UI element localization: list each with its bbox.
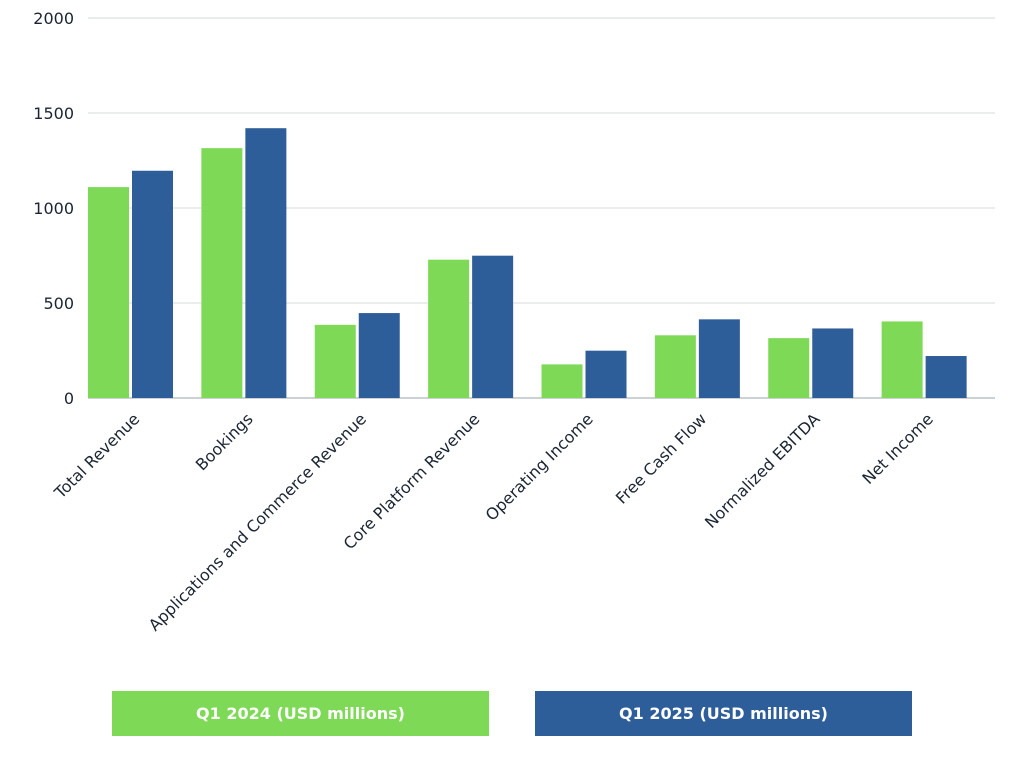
bar-q1-2024 xyxy=(428,259,470,398)
legend-label-q1-2024: Q1 2024 (USD millions) xyxy=(196,704,405,723)
bar-q1-2025 xyxy=(812,328,854,398)
bar-q1-2025 xyxy=(585,350,627,398)
x-category-label: Bookings xyxy=(192,409,257,474)
bar-q1-2025 xyxy=(358,313,400,398)
bar-chart: 0 500 1000 1500 2000 Total Revenue BookingsAp… xyxy=(33,9,995,635)
bar-q1-2024 xyxy=(201,148,243,398)
bar-q1-2025 xyxy=(245,128,287,398)
y-tick-label: 0 xyxy=(64,389,74,408)
legend-item-q1-2024: Q1 2024 (USD millions) xyxy=(112,691,489,736)
x-category-label: Total Revenue xyxy=(50,409,143,502)
x-category-label: Operating Income xyxy=(482,409,597,524)
bar-q1-2024 xyxy=(541,364,583,398)
bar-q1-2024 xyxy=(881,321,923,398)
x-category-label: Normalized EBITDA xyxy=(701,409,824,532)
y-tick-label: 1500 xyxy=(33,104,74,123)
bar-q1-2024 xyxy=(768,338,810,398)
bar-q1-2024 xyxy=(654,335,696,398)
bar-q1-2025 xyxy=(698,319,740,398)
bar-q1-2025 xyxy=(925,356,967,398)
y-tick-label: 2000 xyxy=(33,9,74,28)
x-category-label: Net Income xyxy=(858,409,937,488)
y-tick-label: 500 xyxy=(43,294,74,313)
legend-item-q1-2025: Q1 2025 (USD millions) xyxy=(535,691,912,736)
bar-q1-2025 xyxy=(132,170,173,398)
y-tick-label: 1000 xyxy=(33,199,74,218)
x-category-label: Applications and Commerce Revenue xyxy=(145,409,370,634)
bar-q1-2024 xyxy=(314,324,356,398)
bars xyxy=(88,128,967,398)
bar-q1-2025 xyxy=(472,255,514,398)
x-category-label: Free Cash Flow xyxy=(612,409,710,507)
bar-q1-2024 xyxy=(88,187,129,398)
legend-label-q1-2025: Q1 2025 (USD millions) xyxy=(619,704,828,723)
y-axis-tick-labels: 0 500 1000 1500 2000 xyxy=(33,9,74,408)
